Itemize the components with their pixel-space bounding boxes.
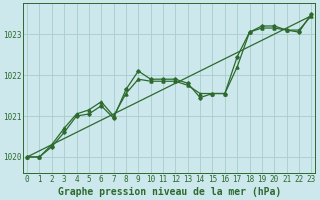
- X-axis label: Graphe pression niveau de la mer (hPa): Graphe pression niveau de la mer (hPa): [58, 186, 281, 197]
